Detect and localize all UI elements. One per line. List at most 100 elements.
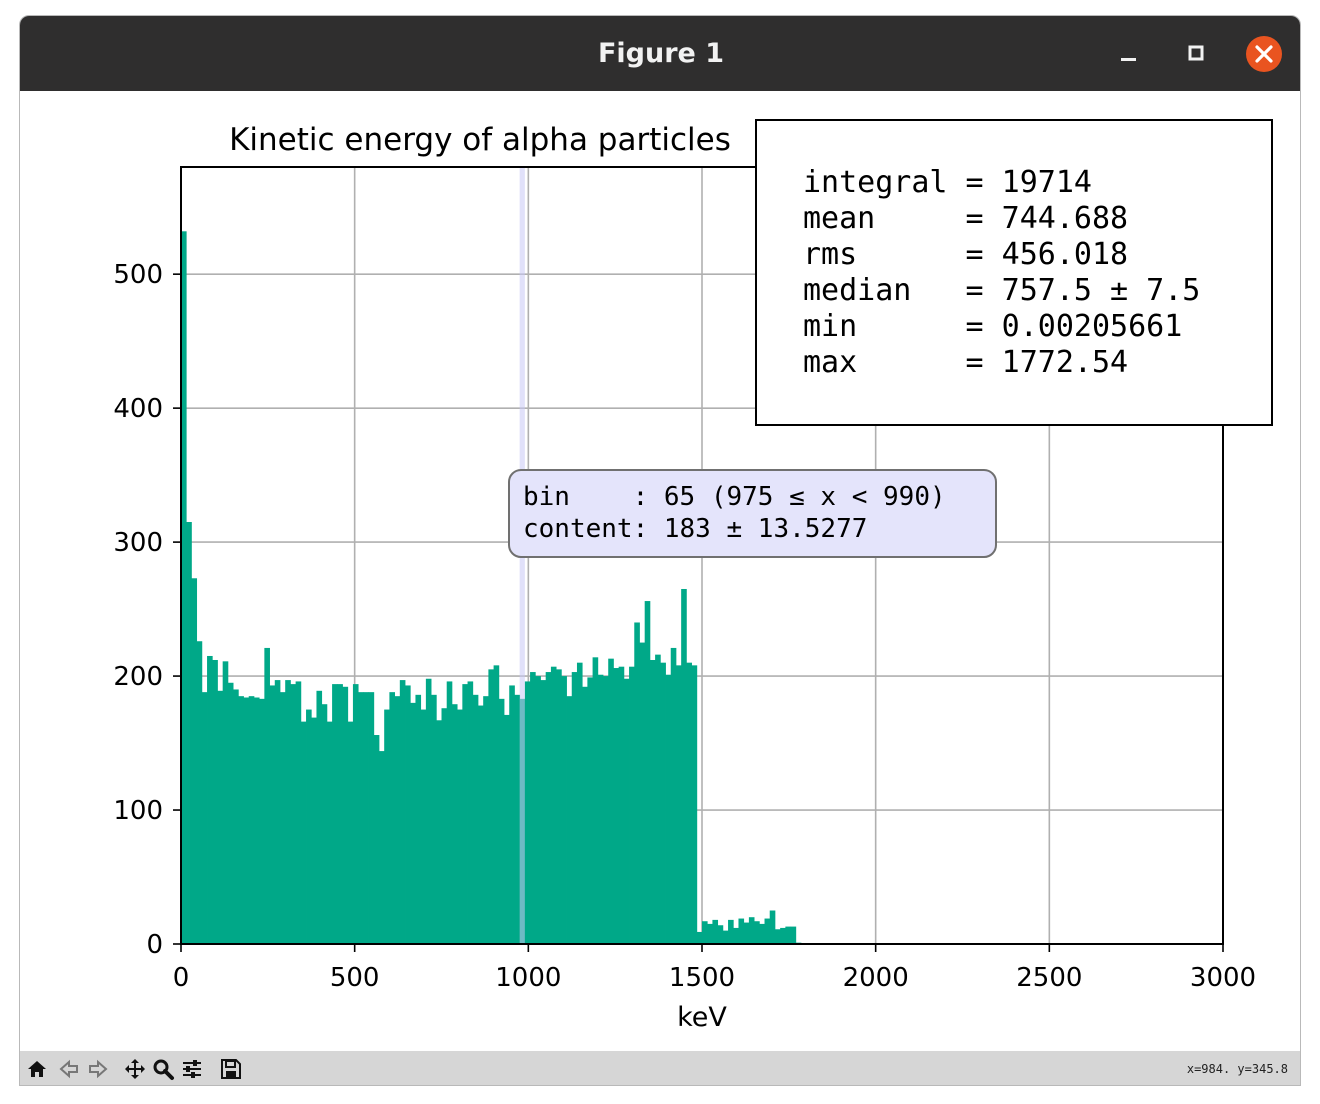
histogram-bar [728,919,734,944]
histogram-bar [467,681,474,944]
histogram-bar [483,696,489,944]
histogram-bar [691,665,698,944]
stats-line: mean = 744.688 [803,201,1128,236]
histogram-bar [686,662,692,944]
histogram-bar [410,702,416,944]
home-icon [28,1061,46,1077]
x-tick-label: 0 [173,963,190,993]
pan-button[interactable] [123,1057,147,1081]
histogram-bar [561,676,567,944]
stats-line: integral = 19714 [803,165,1092,200]
histogram-bar [253,697,260,944]
bin-tooltip: bin : 65 (975 ≤ x < 990) content: 183 ± … [508,469,997,558]
histogram-bar [649,659,656,944]
histogram-bar [384,709,390,944]
zoom-button[interactable] [151,1057,175,1081]
histogram-bar [738,918,745,944]
figure-canvas[interactable]: Kinetic energy of alpha particles 0 500 10… [20,16,1301,1051]
histogram-bar [326,721,333,944]
histogram-bar [181,231,187,944]
histogram-bar [186,522,192,944]
histogram-bar [425,678,432,944]
home-button[interactable] [25,1057,49,1081]
histogram-bar [545,672,552,944]
histogram-bar [373,735,380,944]
histogram-bar [212,659,218,944]
histogram-bar [243,697,250,944]
histogram-bar [576,662,583,944]
save-button[interactable] [219,1057,243,1081]
y-tick-label: 100 [113,796,163,826]
histogram-bar [238,696,244,944]
histogram-bar [347,721,354,944]
forward-button[interactable] [86,1057,110,1081]
histogram-bar [441,708,448,944]
histogram-bar [769,910,776,944]
histogram-bar [358,692,364,944]
histogram-bar [191,578,198,944]
histogram-bar [227,682,234,944]
x-axis-label: keV [677,1002,727,1033]
histogram-bar [363,692,369,944]
histogram-bar [436,720,442,944]
histogram-bars [181,231,802,944]
histogram-bar [415,694,422,944]
histogram-bar [462,684,468,944]
histogram-bar [259,698,265,944]
figure-window: Figure 1 Kinetic energy of alpha particl… [19,15,1301,1086]
y-tick-label: 300 [113,528,163,558]
histogram-bar [675,665,682,944]
histogram-bar [556,669,562,944]
minimize-button[interactable] [1110,36,1146,72]
histogram-bar [389,692,396,944]
histogram-bar [248,696,255,944]
histogram-bar [368,692,375,944]
histogram-bar [274,680,281,944]
histogram-bar [592,657,599,944]
histogram-bar [207,655,213,944]
close-button[interactable] [1246,36,1282,72]
y-axis-ticks: 0 100 200 300 400 500 [113,260,181,960]
maximize-button[interactable] [1178,36,1214,72]
histogram-bar [550,666,557,944]
histogram-bar [535,676,541,944]
histogram-bar [717,925,724,944]
y-tick-label: 200 [113,662,163,692]
histogram-bar [634,622,640,944]
histogram-bar [493,665,500,944]
histogram-bar [279,692,286,944]
navigation-toolbar: x=984. y=345.8 [20,1051,1300,1085]
histogram-bar [446,681,453,944]
maximize-icon [1188,45,1204,61]
histogram-bar [316,690,323,944]
histogram-bar [670,647,677,944]
histogram-bar [566,696,573,944]
histogram-bar [644,601,651,944]
title-bar[interactable]: Figure 1 [20,16,1300,91]
back-button[interactable] [57,1057,81,1081]
histogram-bar [378,751,385,944]
histogram-bar [201,692,208,944]
histogram-bar [748,917,755,944]
close-icon [1255,45,1273,63]
histogram-bar [217,690,224,944]
x-tick-label: 500 [330,963,380,993]
histogram-bar [712,919,719,944]
stats-box-frame [755,119,1273,426]
histogram-bar [540,680,547,944]
histogram-bar [785,926,791,944]
x-tick-label: 2000 [843,963,909,993]
x-tick-label: 1500 [669,963,735,993]
histogram-bar [196,641,203,944]
tooltip-frame [508,469,997,558]
histogram-bar [477,705,484,944]
histogram-bar [702,921,708,944]
tooltip-bin-line: bin : 65 (975 ≤ x < 990) [523,482,946,512]
x-axis-ticks: 0 500 1000 1500 2000 2500 3000 [173,944,1256,993]
histogram-bar [603,676,609,944]
histogram-bar [264,647,270,944]
y-tick-label: 0 [146,930,163,960]
histogram-bar [733,927,739,944]
configure-subplots-button[interactable] [180,1057,204,1081]
